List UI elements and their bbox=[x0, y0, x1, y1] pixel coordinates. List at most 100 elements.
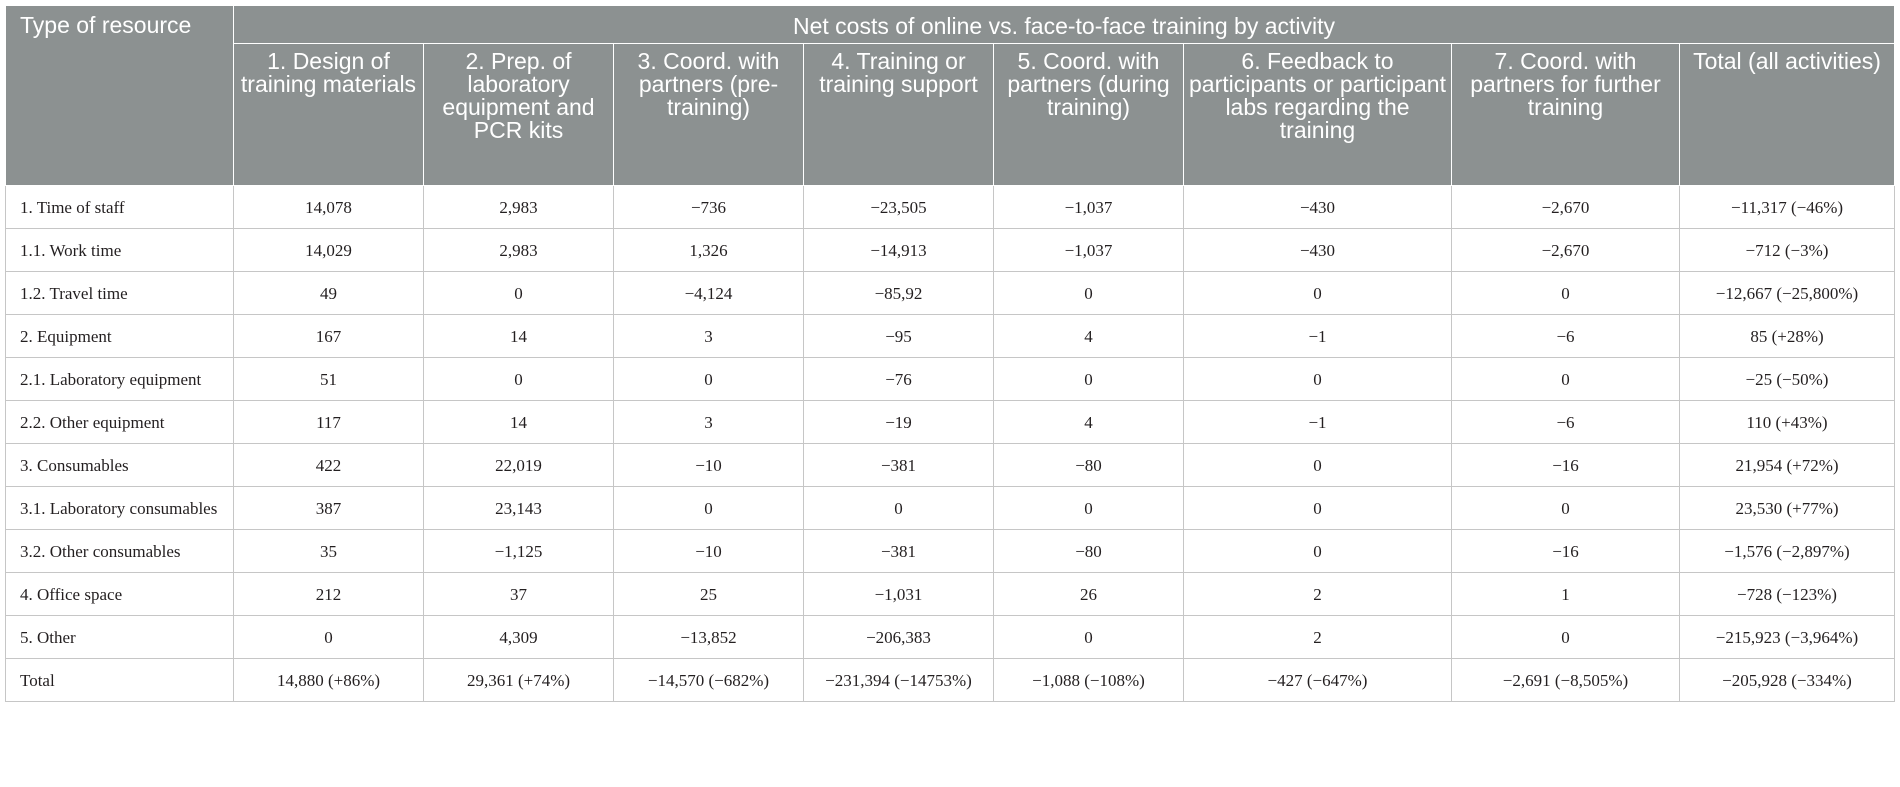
table-cell: 85 (+28%) bbox=[1678, 314, 1896, 358]
table-cell: −16 bbox=[1451, 443, 1680, 487]
table-cell: −1,088 (−108%) bbox=[993, 658, 1184, 702]
table-cell: 0 bbox=[1451, 486, 1680, 530]
table-cell: 117 bbox=[233, 400, 424, 444]
table-cell: 0 bbox=[993, 615, 1184, 659]
table-cell: 1 bbox=[1451, 572, 1680, 616]
table-cell: 23,530 (+77%) bbox=[1678, 486, 1896, 530]
table-cell: 0 bbox=[613, 486, 804, 530]
table-cell: 0 bbox=[423, 271, 614, 315]
table-cell: 0 bbox=[993, 486, 1184, 530]
table-row: 3. Consumables 422 22,019 −10 −381 −80 0 −16 21,… bbox=[5, 443, 1896, 487]
table-cell: −13,852 bbox=[613, 615, 804, 659]
table-cell: −14,570 (−682%) bbox=[613, 658, 804, 702]
table-cell: −1,037 bbox=[993, 228, 1184, 272]
table-cell: −728 (−123%) bbox=[1678, 572, 1896, 616]
table-cell: −2,691 (−8,505%) bbox=[1451, 658, 1680, 702]
table-cell: 25 bbox=[613, 572, 804, 616]
table-cell: −206,383 bbox=[803, 615, 994, 659]
table-cell: −76 bbox=[803, 357, 994, 401]
table-cell: −231,394 (−14753%) bbox=[803, 658, 994, 702]
table-cell: 387 bbox=[233, 486, 424, 530]
column-header: 1. Design of training materials bbox=[233, 43, 424, 186]
table-cell: 3 bbox=[613, 314, 804, 358]
column-header: 3. Coord. with partners (pre-training) bbox=[613, 43, 804, 186]
table-cell: 4,309 bbox=[423, 615, 614, 659]
table-cell: 0 bbox=[1451, 615, 1680, 659]
table-row: 4. Office space 212 37 25 −1,031 26 2 1 −728 (−1… bbox=[5, 572, 1896, 616]
table-cell: 0 bbox=[803, 486, 994, 530]
table-cell: 0 bbox=[1451, 357, 1680, 401]
table-cell: −6 bbox=[1451, 314, 1680, 358]
table-cell: 14,078 bbox=[233, 185, 424, 229]
table-row: Total 14,880 (+86%) 29,361 (+74%) −14,570 (… bbox=[5, 658, 1896, 702]
table-cell: −427 (−647%) bbox=[1183, 658, 1452, 702]
row-label: Total bbox=[5, 658, 234, 702]
cost-table: Type of resource Net costs of online vs.… bbox=[5, 5, 1896, 702]
table-cell: −1,037 bbox=[993, 185, 1184, 229]
table-cell: −11,317 (−46%) bbox=[1678, 185, 1896, 229]
table-cell: 422 bbox=[233, 443, 424, 487]
table-cell: 0 bbox=[1183, 443, 1452, 487]
table-row: 2.2. Other equipment 117 14 3 −19 4 −1 −6 110 (+… bbox=[5, 400, 1896, 444]
table-cell: 0 bbox=[1183, 486, 1452, 530]
table-cell: 0 bbox=[613, 357, 804, 401]
row-label: 2. Equipment bbox=[5, 314, 234, 358]
table-cell: 0 bbox=[1183, 529, 1452, 573]
table-cell: −1,576 (−2,897%) bbox=[1678, 529, 1896, 573]
column-header: Total (all activities) bbox=[1678, 43, 1896, 186]
table-cell: 0 bbox=[1451, 271, 1680, 315]
table-cell: −1 bbox=[1183, 314, 1452, 358]
column-header: 4. Training or training support bbox=[803, 43, 994, 186]
table-cell: −430 bbox=[1183, 228, 1452, 272]
table-row: 3.2. Other consumables 35 −1,125 −10 −381 −80… bbox=[5, 529, 1896, 573]
table-cell: 2 bbox=[1183, 572, 1452, 616]
table-cell: 4 bbox=[993, 314, 1184, 358]
table-cell: −1,125 bbox=[423, 529, 614, 573]
column-header: 2. Prep. of laboratory equipment and PCR… bbox=[423, 43, 614, 186]
table-cell: 167 bbox=[233, 314, 424, 358]
table-cell: −85,92 bbox=[803, 271, 994, 315]
table-cell: −10 bbox=[613, 529, 804, 573]
table-cell: 0 bbox=[233, 615, 424, 659]
table-cell: −6 bbox=[1451, 400, 1680, 444]
row-label: 1. Time of staff bbox=[5, 185, 234, 229]
table-cell: −381 bbox=[803, 443, 994, 487]
table-cell: −430 bbox=[1183, 185, 1452, 229]
table-cell: 0 bbox=[1183, 271, 1452, 315]
table-cell: −80 bbox=[993, 529, 1184, 573]
row-label: 1.1. Work time bbox=[5, 228, 234, 272]
table-cell: −736 bbox=[613, 185, 804, 229]
corner-header: Type of resource bbox=[5, 5, 234, 186]
table-row: 1.1. Work time 14,029 2,983 1,326 −14,913 −1,… bbox=[5, 228, 1896, 272]
table-cell: 2 bbox=[1183, 615, 1452, 659]
table-cell: −712 (−3%) bbox=[1678, 228, 1896, 272]
table-cell: 212 bbox=[233, 572, 424, 616]
table-cell: −381 bbox=[803, 529, 994, 573]
table-cell: 23,143 bbox=[423, 486, 614, 530]
table-cell: −10 bbox=[613, 443, 804, 487]
table-cell: −16 bbox=[1451, 529, 1680, 573]
table-row: 2. Equipment 167 14 3 −95 4 −1 −6 85 (+28%) bbox=[5, 314, 1896, 358]
table-cell: 21,954 (+72%) bbox=[1678, 443, 1896, 487]
table-cell: −1,031 bbox=[803, 572, 994, 616]
table-row: 1.2. Travel time 49 0 −4,124 −85,92 0 0 0 −12,66… bbox=[5, 271, 1896, 315]
table-cell: 110 (+43%) bbox=[1678, 400, 1896, 444]
table-cell: 2,983 bbox=[423, 228, 614, 272]
table-cell: 1,326 bbox=[613, 228, 804, 272]
table-cell: 29,361 (+74%) bbox=[423, 658, 614, 702]
table-cell: −215,923 (−3,964%) bbox=[1678, 615, 1896, 659]
row-label: 5. Other bbox=[5, 615, 234, 659]
table-cell: 0 bbox=[423, 357, 614, 401]
table-cell: 37 bbox=[423, 572, 614, 616]
table-cell: −12,667 (−25,800%) bbox=[1678, 271, 1896, 315]
table-cell: −205,928 (−334%) bbox=[1678, 658, 1896, 702]
table-cell: 0 bbox=[993, 357, 1184, 401]
table-cell: 26 bbox=[993, 572, 1184, 616]
column-header: 7. Coord. with partners for further trai… bbox=[1451, 43, 1680, 186]
table-row: 5. Other 0 4,309 −13,852 −206,383 0 2 0 −215,923… bbox=[5, 615, 1896, 659]
row-label: 3.1. Laboratory consumables bbox=[5, 486, 234, 530]
table-cell: 51 bbox=[233, 357, 424, 401]
row-label: 3.2. Other consumables bbox=[5, 529, 234, 573]
table-cell: −14,913 bbox=[803, 228, 994, 272]
table-row: 1. Time of staff 14,078 2,983 −736 −23,505 −1… bbox=[5, 185, 1896, 229]
